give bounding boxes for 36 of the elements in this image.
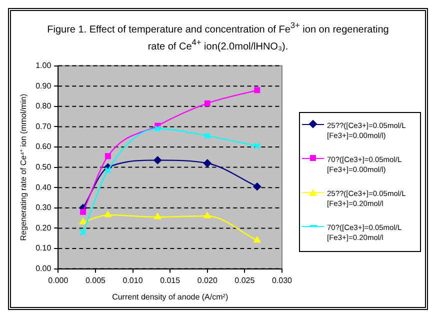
y-tick-label: 0.00	[36, 264, 52, 273]
y-tick-label: 0.80	[36, 101, 52, 110]
x-tick-label: 0.015	[160, 275, 181, 284]
y-tick-label: 1.00	[36, 60, 52, 70]
point	[104, 166, 112, 174]
point	[104, 152, 111, 159]
point	[254, 236, 261, 242]
y-tick-label: 0.90	[36, 80, 52, 90]
x-tick-label: 0.030	[272, 275, 293, 284]
y-axis-title: Regenerating rate of Ce⁴⁺ ion (mmol/min)	[19, 93, 28, 240]
y-tick-label: 0.70	[36, 122, 52, 131]
point	[204, 212, 211, 218]
y-tick-label: 0.10	[36, 243, 52, 252]
point	[154, 124, 162, 132]
point	[104, 210, 112, 217]
point	[154, 212, 162, 219]
x-tick-label: 0.025	[234, 275, 256, 284]
x-axis-title: Current density of anode (A/cm²)	[112, 292, 228, 302]
y-tick-label: 0.20	[36, 223, 52, 232]
point	[253, 182, 262, 190]
x-tick-label: 0.010	[122, 275, 144, 284]
x-tick-label: 0.020	[197, 275, 218, 284]
y-tick-label: 0.60	[36, 142, 52, 151]
point	[154, 156, 162, 164]
y-tick-label: 0.30	[36, 202, 52, 212]
chart-title: Figure 1. Effect of temperature and concentration of Fe$^{3+}$ ion on regenerating rate of Ce$^{4+}$ ion(2.0mol/lHNO₃).	[47, 20, 389, 53]
point	[204, 100, 210, 106]
x-tick-label: 0.005	[85, 275, 106, 284]
point	[254, 86, 260, 93]
point	[80, 208, 86, 215]
y-tick-label: 0.40	[36, 182, 52, 192]
point	[79, 218, 87, 224]
x-tick-label: 0.000	[48, 275, 69, 284]
point	[204, 132, 211, 139]
y-tick-label: 0.50	[36, 162, 52, 172]
point	[203, 158, 212, 167]
